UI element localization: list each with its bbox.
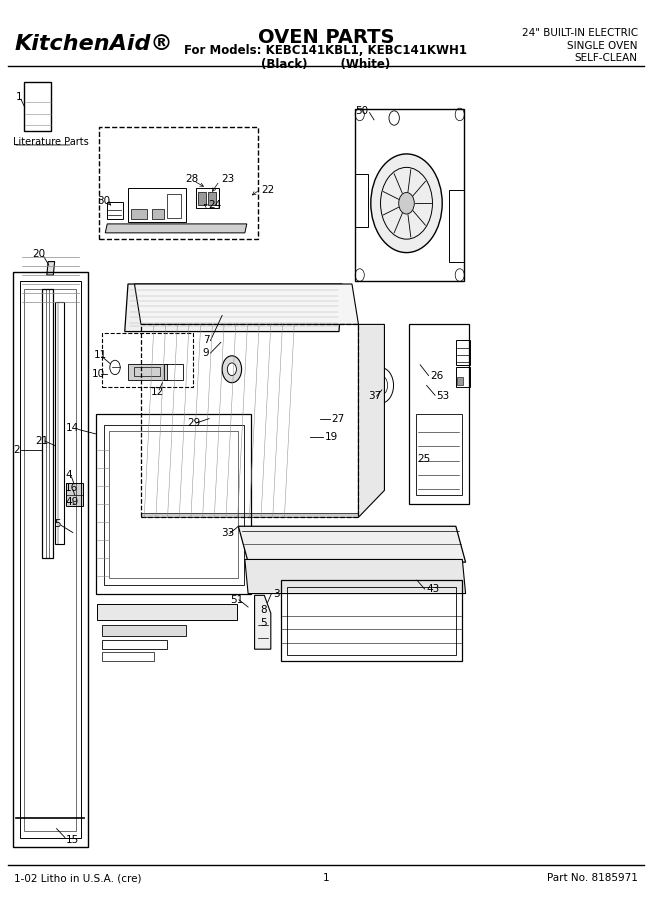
Text: 53: 53	[436, 392, 450, 401]
Text: 37: 37	[368, 392, 381, 401]
Bar	[456, 339, 470, 365]
Text: 1: 1	[16, 93, 22, 103]
Bar	[97, 604, 237, 620]
Bar	[198, 193, 206, 205]
Text: 10: 10	[93, 369, 106, 379]
Bar	[208, 193, 216, 205]
Bar	[449, 190, 464, 262]
Text: Part No. 8185971: Part No. 8185971	[547, 874, 638, 884]
Circle shape	[371, 154, 442, 253]
Bar	[128, 364, 167, 380]
Text: 14: 14	[67, 423, 80, 433]
Bar	[13, 273, 88, 847]
Text: 30: 30	[97, 195, 111, 205]
Text: 23: 23	[221, 174, 234, 184]
Text: SELF-CLEAN: SELF-CLEAN	[574, 53, 638, 63]
Polygon shape	[134, 284, 359, 324]
Text: 43: 43	[426, 584, 440, 594]
Bar	[134, 367, 160, 376]
Bar	[108, 431, 239, 579]
Text: 20: 20	[33, 249, 46, 259]
Text: 3: 3	[273, 589, 280, 598]
Polygon shape	[245, 560, 466, 594]
Polygon shape	[47, 262, 55, 275]
Text: 29: 29	[187, 418, 200, 428]
Bar	[457, 377, 463, 385]
Bar	[24, 289, 76, 832]
Bar	[96, 414, 251, 594]
Text: 7: 7	[203, 335, 209, 345]
Text: OVEN PARTS: OVEN PARTS	[258, 28, 394, 48]
Text: 5: 5	[259, 618, 267, 628]
Text: 49: 49	[65, 497, 78, 507]
Bar	[415, 414, 462, 495]
Polygon shape	[239, 526, 466, 562]
Text: Literature Parts: Literature Parts	[13, 138, 89, 148]
Bar	[106, 202, 123, 219]
Bar	[55, 302, 65, 544]
Bar	[287, 588, 456, 654]
Text: 5: 5	[55, 518, 61, 528]
Polygon shape	[105, 224, 247, 233]
Bar	[67, 483, 83, 506]
Bar	[280, 580, 462, 661]
Text: 19: 19	[325, 432, 338, 443]
Circle shape	[228, 297, 243, 316]
Text: 51: 51	[230, 595, 243, 605]
Bar	[102, 640, 167, 649]
Text: 1: 1	[323, 874, 329, 884]
Bar	[102, 652, 154, 661]
Text: 22: 22	[261, 184, 274, 194]
Text: 12: 12	[151, 387, 164, 397]
Text: 27: 27	[331, 414, 344, 424]
Circle shape	[222, 356, 242, 382]
Bar	[102, 625, 186, 635]
Text: KitchenAid®: KitchenAid®	[14, 33, 173, 54]
Text: 24: 24	[208, 200, 221, 210]
Bar	[131, 209, 147, 220]
Text: 2: 2	[13, 445, 20, 455]
Polygon shape	[125, 284, 342, 331]
Text: For Models: KEBC141KBL1, KEBC141KWH1: For Models: KEBC141KBL1, KEBC141KWH1	[185, 43, 467, 57]
Polygon shape	[254, 596, 271, 649]
Circle shape	[399, 193, 414, 214]
Text: 8: 8	[259, 605, 267, 615]
Bar	[355, 109, 464, 282]
Bar	[456, 367, 470, 387]
Circle shape	[228, 363, 237, 375]
Bar	[164, 364, 183, 380]
Text: 28: 28	[185, 174, 198, 184]
Text: 50: 50	[355, 106, 368, 116]
Text: 21: 21	[35, 436, 48, 446]
Bar	[409, 324, 469, 504]
Text: 15: 15	[67, 835, 80, 845]
Text: 16: 16	[65, 482, 78, 492]
Text: 25: 25	[417, 454, 430, 464]
Bar	[20, 282, 82, 838]
Text: 1-02 Litho in U.S.A. (cre): 1-02 Litho in U.S.A. (cre)	[14, 874, 142, 884]
Text: 26: 26	[430, 372, 443, 382]
Text: 11: 11	[94, 350, 107, 360]
Text: 9: 9	[203, 348, 209, 358]
Polygon shape	[141, 513, 359, 518]
Bar	[355, 174, 368, 228]
Bar	[167, 194, 181, 218]
Text: 24" BUILT-IN ELECTRIC: 24" BUILT-IN ELECTRIC	[522, 28, 638, 39]
Text: (Black)        (White): (Black) (White)	[261, 58, 391, 71]
Bar	[24, 82, 52, 130]
Bar	[104, 425, 244, 585]
Text: 33: 33	[221, 528, 234, 538]
Text: 4: 4	[65, 470, 72, 480]
Bar	[196, 188, 219, 208]
Text: SINGLE OVEN: SINGLE OVEN	[567, 40, 638, 51]
Bar	[42, 289, 53, 558]
Bar	[128, 188, 186, 222]
Bar	[152, 209, 164, 220]
Polygon shape	[359, 324, 385, 518]
